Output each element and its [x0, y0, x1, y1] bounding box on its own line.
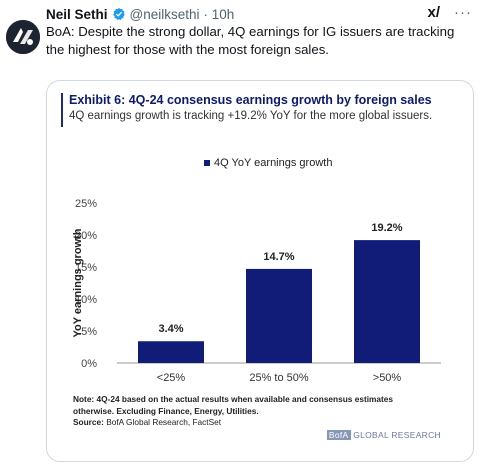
author-handle[interactable]: @neilksethi: [129, 6, 200, 22]
avatar[interactable]: [6, 20, 40, 54]
y-tick-label: 15%: [75, 262, 97, 274]
exhibit-accent-rule: [61, 93, 63, 127]
y-tick-label: 0%: [81, 358, 97, 370]
bar-data-label: 14.7%: [263, 251, 294, 263]
tweet-text: BoA: Despite the strong dollar, 4Q earni…: [46, 24, 455, 57]
more-options-icon[interactable]: ···: [454, 4, 472, 21]
legend-label: 4Q YoY earnings growth: [214, 157, 332, 169]
exhibit-source: Source: BofA Global Research, FactSet: [73, 417, 221, 427]
bar-data-label: 19.2%: [371, 222, 402, 234]
bofa-logo: BofA: [326, 430, 351, 440]
exhibit-subtitle: 4Q earnings growth is tracking +19.2% Yo…: [69, 110, 433, 122]
exhibit-note: Note: 4Q-24 based on the actual results …: [73, 394, 393, 416]
x-tick-label: >50%: [373, 372, 402, 384]
source-text: BofA Global Research, FactSet: [106, 417, 222, 427]
legend-swatch: [204, 160, 210, 166]
brand-text: GLOBAL RESEARCH: [350, 430, 441, 440]
source-label: Source:: [73, 417, 104, 427]
verified-badge-icon: [112, 7, 125, 20]
exhibit-title: Exhibit 6: 4Q-24 consensus earnings grow…: [69, 93, 432, 107]
tweet-header: Neil Sethi @neilksethi · 10h x/ ···: [46, 4, 476, 24]
bofa-brand: BofA GLOBAL RESEARCH: [326, 430, 441, 440]
y-tick-label: 20%: [75, 230, 97, 242]
x-tick-label: 25% to 50%: [249, 372, 309, 384]
bar: [354, 240, 420, 363]
y-tick-label: 5%: [81, 326, 97, 338]
exhibit-panel: Exhibit 6: 4Q-24 consensus earnings grow…: [61, 93, 459, 451]
bar: [138, 341, 204, 363]
bar-data-label: 3.4%: [158, 323, 183, 335]
y-tick-label: 25%: [75, 198, 97, 210]
tweet-image[interactable]: Exhibit 6: 4Q-24 consensus earnings grow…: [46, 80, 474, 462]
timestamp[interactable]: · 10h: [203, 6, 235, 22]
bar-chart: 4Q YoY earnings growth 0% 5% 10% 15% 20% 25% Yo…: [72, 157, 441, 384]
x-tick-label: <25%: [157, 372, 186, 384]
y-axis-label: YoY earnings growth: [72, 228, 84, 337]
y-tick-label: 10%: [75, 294, 97, 306]
avatar-logo-icon: [6, 20, 40, 54]
author-name[interactable]: Neil Sethi: [46, 6, 108, 22]
grok-icon[interactable]: x/: [427, 4, 440, 21]
bar: [246, 268, 312, 363]
